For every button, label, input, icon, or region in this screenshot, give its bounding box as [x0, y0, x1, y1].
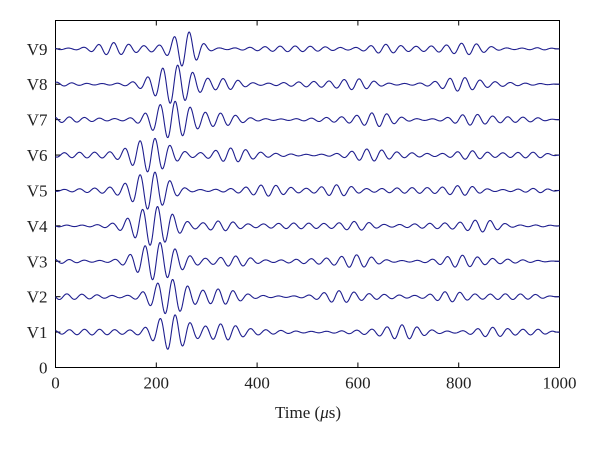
trace-v3 — [55, 242, 560, 281]
x-tick-label: 600 — [345, 374, 371, 393]
y-tick-label: V7 — [27, 111, 48, 130]
trace-v4 — [55, 206, 560, 246]
x-axis-title: Time (μs) — [275, 403, 341, 422]
y-tick-label: V8 — [27, 75, 48, 94]
tick-labels: 0 200 400 600 800 1000 0 V1 V2 V3 V4 V5 V6 V7 V8 V9 — [27, 40, 577, 393]
signal-traces — [55, 31, 560, 350]
y-tick-label: V5 — [27, 181, 48, 200]
x-tick-label: 400 — [244, 374, 270, 393]
x-tick-label: 200 — [144, 374, 170, 393]
x-tick-label: 800 — [446, 374, 472, 393]
y-tick-label: 0 — [39, 359, 48, 378]
trace-v9 — [55, 31, 560, 67]
y-tick-label: V9 — [27, 40, 48, 59]
trace-v2 — [55, 278, 560, 315]
y-tick-label: V6 — [27, 146, 48, 165]
x-tick-label: 1000 — [543, 374, 577, 393]
y-tick-label: V1 — [27, 323, 48, 342]
trace-v5 — [55, 171, 560, 210]
trace-v7 — [55, 100, 560, 139]
trace-v1 — [55, 314, 560, 350]
axis-ticks — [55, 20, 560, 368]
y-tick-label: V2 — [27, 288, 48, 307]
plot-frame — [55, 20, 560, 368]
trace-v6 — [55, 137, 560, 173]
x-tick-label: 0 — [51, 374, 60, 393]
y-tick-label: V3 — [27, 252, 48, 271]
y-tick-label: V4 — [27, 217, 48, 236]
trace-v8 — [55, 64, 560, 104]
